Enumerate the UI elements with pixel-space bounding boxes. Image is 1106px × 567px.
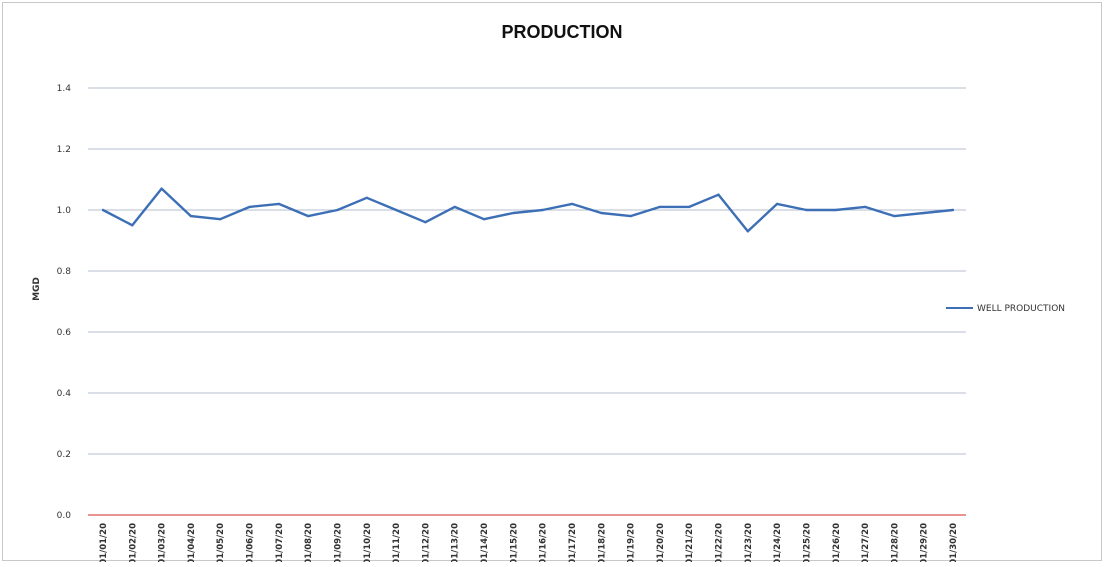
x-tick-label: 01/08/20: [304, 523, 314, 562]
x-tick-labels: 01/01/20 01/02/20 01/03/20 01/04/20 01/05/20…: [99, 523, 959, 565]
data-point: [746, 230, 750, 233]
y-tick-label: 1.4: [57, 84, 72, 94]
data-point: [424, 221, 427, 224]
x-tick-label: 01/20/20: [656, 523, 666, 562]
x-tick-label: 01/16/20: [539, 523, 549, 562]
x-tick-label: 01/06/20: [246, 523, 256, 562]
x-tick-label: 01/01/20: [99, 523, 109, 562]
y-tick-label: 0.6: [57, 328, 72, 338]
x-tick-label: 01/18/20: [597, 523, 607, 562]
legend: WELL PRODUCTION: [946, 304, 1065, 314]
x-tick-label: 01/15/20: [509, 523, 519, 562]
data-point: [394, 208, 398, 212]
production-chart: PRODUCTION MGD 0.00.20.40.60.81.01.21.4 …: [32, 22, 1065, 565]
y-axis-label: MGD: [32, 277, 42, 301]
data-point: [101, 208, 105, 212]
x-tick-label: 01/03/20: [158, 523, 168, 562]
data-point: [805, 208, 808, 212]
x-tick-label: 01/30/20: [949, 523, 959, 562]
x-tick-label: 01/04/20: [187, 523, 197, 562]
data-point: [219, 217, 222, 221]
data-point: [160, 187, 163, 190]
x-tick-label: 01/17/20: [568, 523, 578, 562]
x-tick-label: 01/02/20: [128, 523, 138, 562]
data-point: [834, 208, 837, 212]
data-point: [277, 202, 281, 206]
x-tick-label: 01/21/20: [685, 523, 695, 562]
y-tick-labels: 0.0 0.2 0.4 0.6 0.8 1.0 1.2 1.4: [57, 84, 72, 521]
data-point: [922, 211, 925, 215]
data-point: [512, 211, 515, 215]
data-point: [541, 208, 544, 212]
x-tick-label: 01/07/20: [275, 523, 285, 562]
x-tick-label: 01/13/20: [451, 523, 461, 562]
x-tick-label: 01/11/20: [392, 523, 402, 562]
x-tick-label: 01/29/20: [920, 523, 930, 562]
x-tick-label: 01/10/20: [363, 523, 373, 562]
gridlines: [88, 87, 966, 516]
series-group: [101, 187, 955, 233]
data-point: [306, 214, 310, 218]
x-tick-label: 01/12/20: [421, 523, 431, 562]
data-point: [365, 196, 368, 199]
data-point: [893, 214, 896, 218]
x-tick-label: 01/14/20: [480, 523, 490, 562]
x-tick-label: 01/19/20: [627, 523, 637, 562]
y-tick-label: 0.0: [57, 511, 72, 521]
x-tick-label: 01/22/20: [715, 523, 725, 562]
x-tick-label: 01/23/20: [744, 523, 754, 562]
data-point: [775, 202, 779, 206]
data-point: [248, 205, 251, 209]
data-point: [688, 205, 691, 209]
series-line-well-production: [102, 187, 954, 233]
data-point: [453, 205, 456, 209]
data-point: [863, 205, 867, 209]
legend-label: WELL PRODUCTION: [977, 304, 1065, 314]
y-tick-label: 0.4: [57, 389, 72, 399]
y-tick-label: 0.8: [57, 267, 72, 277]
x-tick-label: 01/27/20: [861, 523, 871, 562]
data-point: [336, 208, 339, 212]
y-tick-label: 1.0: [57, 206, 72, 216]
chart-title: PRODUCTION: [502, 22, 623, 42]
data-point: [951, 208, 955, 212]
data-point: [658, 205, 662, 209]
data-point: [482, 217, 486, 221]
data-point: [717, 193, 720, 196]
x-tick-label: 01/28/20: [890, 523, 900, 562]
y-tick-label: 0.2: [57, 450, 71, 460]
x-tick-label: 01/09/20: [333, 523, 343, 562]
data-point: [570, 202, 574, 206]
x-tick-label: 01/26/20: [832, 523, 842, 562]
x-tick-label: 01/24/20: [773, 523, 783, 562]
x-tick-label: 01/25/20: [802, 523, 812, 562]
y-tick-label: 1.2: [57, 145, 71, 155]
data-point: [600, 211, 603, 215]
data-point: [629, 214, 632, 218]
data-point: [131, 224, 134, 227]
data-point: [189, 214, 193, 218]
x-tick-label: 01/05/20: [216, 523, 226, 562]
